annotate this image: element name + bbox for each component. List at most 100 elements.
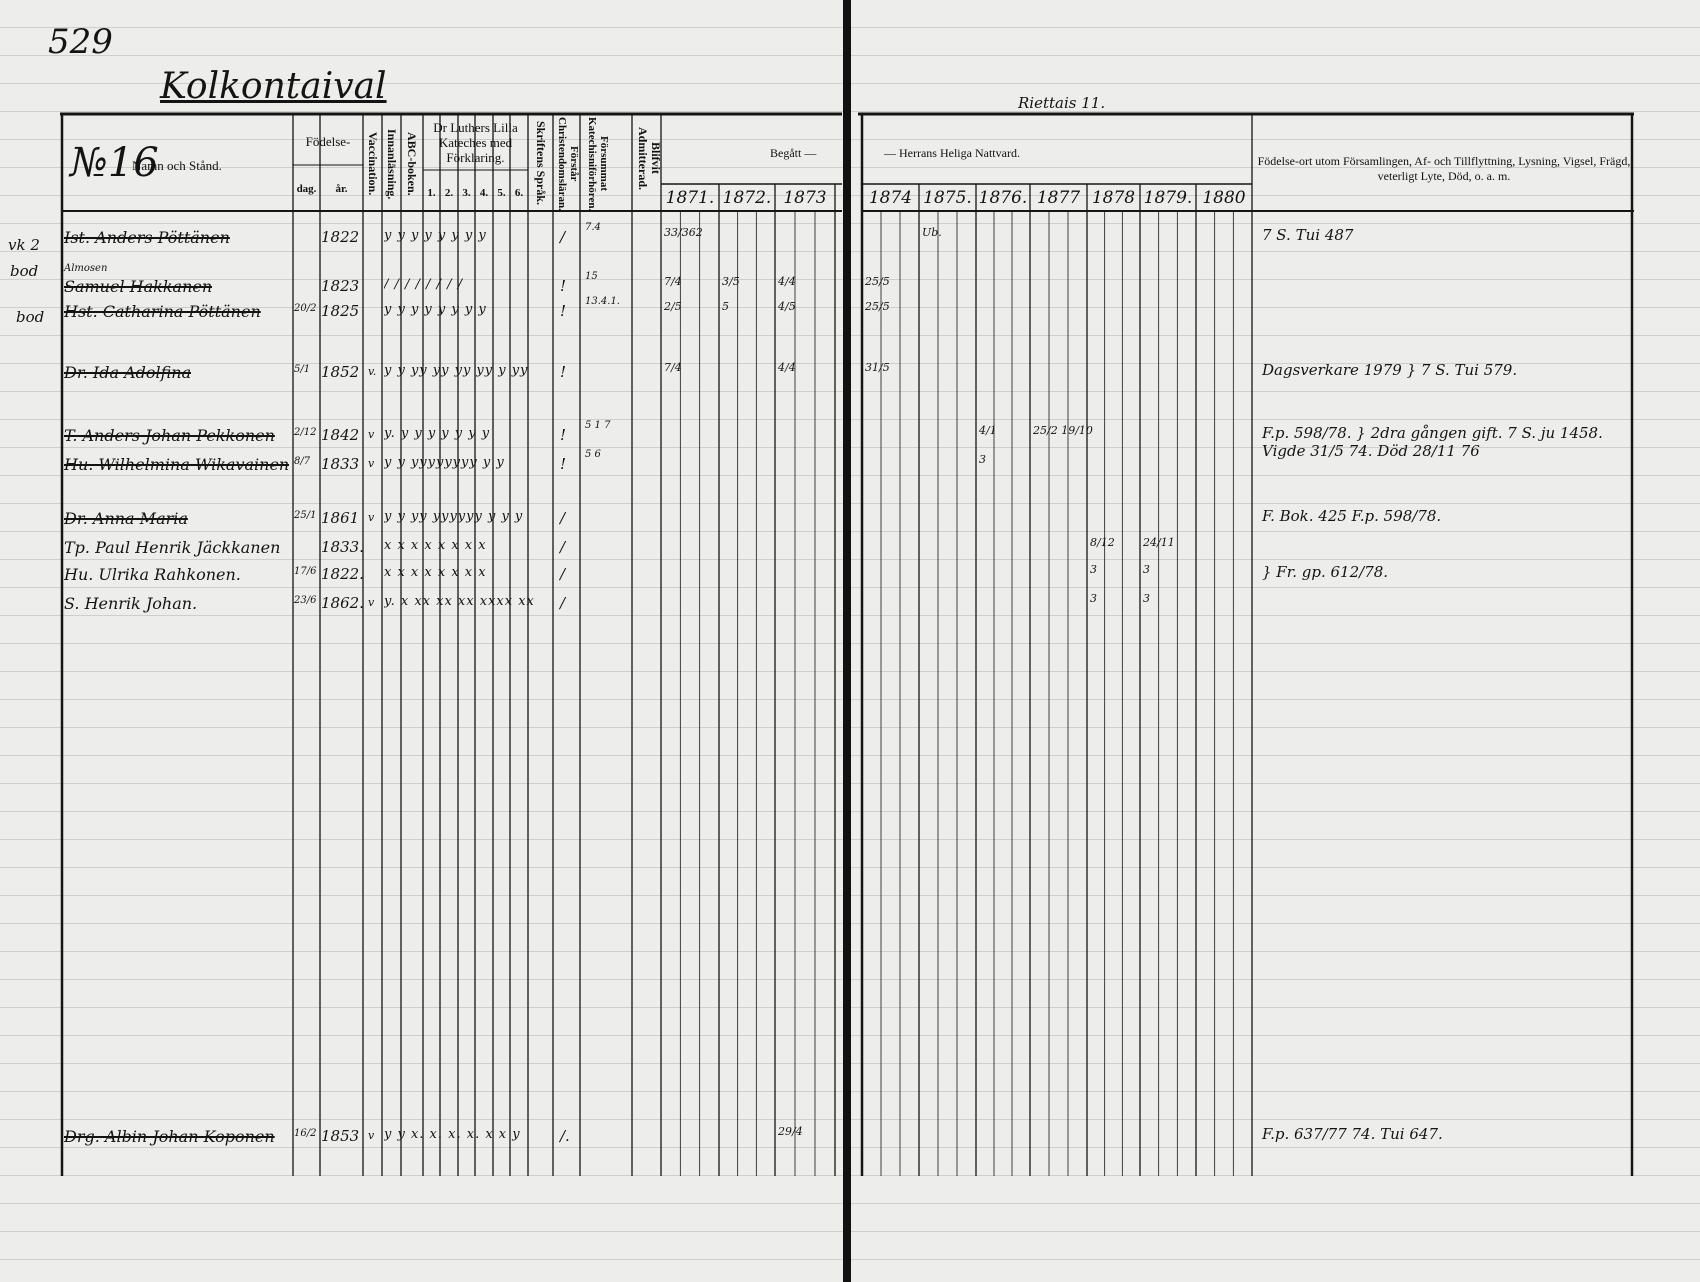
birth-year: 1862. [321,594,364,612]
person-name: Tp. Paul Henrik Jäckkanen [64,538,281,557]
birth-day: 17/6 [294,566,317,577]
year-header: 1878 [1091,188,1136,208]
birth-year: 1833. [321,538,364,556]
birth-year: 1852 [321,363,360,381]
village-name: Kolkontaival [160,66,387,107]
communion-header-left: Begått — [770,146,817,160]
communion-date: 3/5 [722,275,740,288]
vaccination-header: Vaccination. [366,132,380,196]
knowledge-marks: x x x x x x x x [384,565,487,580]
remark-note: } Fr. gp. 612/78. [1262,563,1389,581]
communion-date: 25/5 [865,275,890,288]
catechism-part-header: 2. [444,187,454,199]
birth-day: 23/6 [294,595,317,606]
catechism-header: Dr Luthers Lilla Kateches med Förklaring… [433,120,518,165]
person-name: Drg. Albin Johan Koponen [64,1127,275,1146]
communion-date: 4/4 [778,361,796,374]
year-header: 1874 [868,188,913,208]
communion-date: 8/12 [1090,536,1115,549]
missed-hearings: 13.4.1. [585,296,620,307]
person-name: Dr. Ida Adolfina [64,363,192,382]
communion-date: 3 [979,453,986,466]
communion-date: 24/11 [1143,536,1175,549]
year-header: 1877 [1036,188,1081,208]
register-number: №16 [70,140,159,186]
vaccination-mark: v [368,596,375,609]
year-header: 1873 [783,188,827,208]
understanding-mark: / [560,509,566,527]
birth-year: 1825 [321,302,360,320]
understanding-mark: ! [560,426,567,444]
missed-hearings: 15 [585,271,598,282]
right-page [850,0,1700,1282]
person-name: S. Henrik Johan. [64,594,198,613]
year-header: 1872. [722,188,772,208]
communion-header-right: — Herrans Heliga Nattvard. [884,146,1020,160]
year-header: 1876. [978,188,1028,208]
catechism-part-header: 3. [462,187,471,199]
communion-date: 4/1 [979,424,997,437]
book-spine [843,0,851,1282]
catechism-part-header: 5. [497,187,506,199]
understanding-mark: / [560,594,566,612]
missed-hearings: 5 6 [585,449,601,460]
communion-date: 3 [1090,563,1097,576]
day-header: dag. [296,183,317,195]
vaccination-mark: v. [368,365,377,378]
birth-year: 1861 [321,509,360,527]
scripture-header: Skriftens Språk. [534,120,548,206]
communion-date: 31/5 [865,361,890,374]
knowledge-marks: y y y y y y y y [384,228,487,243]
missed-hearings: 5 1 7 [585,420,611,431]
understanding-mark: / [560,228,566,246]
knowledge-marks: y y yy yyyyyy y y y [384,509,524,524]
margin-note: vk 2 [8,236,40,254]
year-header: 1875. [923,188,972,208]
birth-year: 1822 [321,228,360,246]
communion-date: Ub. [922,226,942,239]
admission-note: 7/4 [664,275,682,288]
person-name: Hu. Ulrika Rahkonen. [64,565,241,584]
knowledge-marks: x x x x x x x x [384,538,487,553]
remarks-header: Födelse-ort utom Församlingen, Af- och T… [1257,154,1631,183]
admitted-header: Blifvit Admitterad. [636,126,663,190]
person-name: Dr. Anna Maria [64,509,188,528]
birth-header: Födelse- [305,134,351,149]
vaccination-mark: v [368,1129,375,1142]
birth-day: 20/2 [294,303,317,314]
page-number: 529 [48,22,113,62]
year-header: 1880 [1202,188,1246,208]
catechism-part-header: 4. [479,187,489,199]
birth-year: 1833 [321,455,360,473]
birth-day: 8/7 [294,456,311,467]
person-name: Hu. Wilhelmina Wikavainen [64,455,290,474]
knowledge-marks: / / / / / / / / [384,277,463,292]
understanding-mark: ! [560,302,567,320]
missed-header: Försummat Katechisniförhören. [586,117,610,212]
communion-date: 3 [1090,592,1097,605]
reading-header: Innanläsning. [385,128,399,200]
birth-year: 1853 [321,1127,360,1145]
knowledge-marks: y y yy yy yy yy y yy [384,363,529,378]
understanding-mark: / [560,538,566,556]
knowledge-marks: y y y y y y y y [384,302,487,317]
knowledge-marks: y. y y y y y y y [384,426,491,441]
person-name: Hst. Catharina Pöttänen [64,302,261,321]
birth-day: 16/2 [294,1128,317,1139]
year-header: 1871. [665,188,715,208]
abc-header: ABC-boken. [405,132,419,196]
birth-day: 25/1 [294,510,317,521]
communion-date: 5 [722,300,729,313]
understands-header: Förstår Christendomsläran. [556,117,580,211]
person-name: Samuel Hakkanen [64,277,213,296]
communion-date: 4/4 [778,275,796,288]
missed-hearings: 7.4 [585,222,601,233]
communion-date: 4/5 [778,300,796,313]
birth-year: 1823 [321,277,360,295]
birth-year: 1842 [321,426,360,444]
communion-date: 25/2 19/10 [1033,424,1093,437]
communion-date: 3 [1143,592,1150,605]
birth-year: 1822. [321,565,364,583]
admission-note: 7/4 [664,361,682,374]
communion-date: 25/5 [865,300,890,313]
